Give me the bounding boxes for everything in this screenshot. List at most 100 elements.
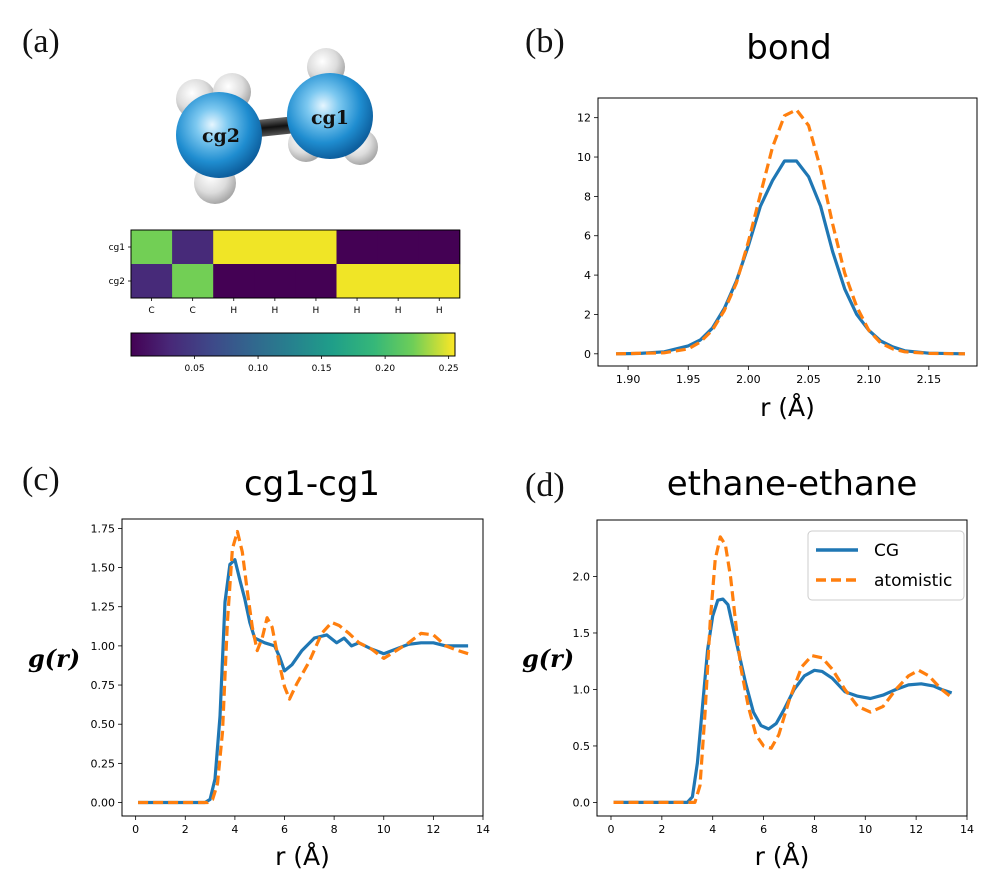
x-tick-label: 6 bbox=[760, 823, 767, 836]
x-axis-label: r (Å) bbox=[755, 842, 810, 871]
x-tick-label: 2.05 bbox=[796, 373, 821, 386]
heatmap-col-label: H bbox=[230, 306, 237, 316]
y-tick-label: 1.0 bbox=[573, 683, 591, 696]
y-tick-label: 10 bbox=[577, 151, 591, 164]
series-line-atomistic bbox=[613, 535, 953, 805]
y-tick-label: 1.5 bbox=[573, 627, 591, 640]
series-line-cg bbox=[613, 597, 953, 805]
y-tick-label: 6 bbox=[584, 230, 591, 243]
x-tick-label: 2 bbox=[182, 823, 189, 836]
x-axis-label: r (Å) bbox=[275, 842, 330, 871]
chart-cg1-cg1: cg1-cg1 r (Å) g(r) 0 2 4 6 8 10 12 14 0.00 0.25 0.50 0… bbox=[28, 464, 490, 871]
x-tick-label: 0 bbox=[132, 823, 139, 836]
x-tick-label: 12 bbox=[426, 823, 440, 836]
x-tick-label: 4 bbox=[231, 823, 238, 836]
x-axis-label: r (Å) bbox=[760, 393, 815, 422]
heatmap-col-label: H bbox=[436, 306, 443, 316]
x-tick-label: 10 bbox=[858, 823, 872, 836]
x-tick-label: 10 bbox=[377, 823, 391, 836]
y-tick-label: 0.50 bbox=[91, 718, 116, 731]
y-tick-label: 0.00 bbox=[91, 797, 116, 810]
chart-ethane-ethane: ethane-ethane r (Å) g(r) 0 2 4 6 8 10 12 14 0.0 0.5 1… bbox=[522, 464, 974, 871]
x-tick-label: 0 bbox=[607, 823, 614, 836]
series-line-cg bbox=[615, 159, 966, 356]
series-line-atomistic bbox=[615, 108, 966, 356]
heatmap-cell bbox=[377, 230, 420, 265]
heatmap-col-label: H bbox=[313, 306, 320, 316]
x-tick-label: 12 bbox=[909, 823, 923, 836]
y-tick-label: 2 bbox=[584, 308, 591, 321]
heatmap-col-label: C bbox=[190, 306, 196, 316]
y-tick-label: 1.50 bbox=[91, 562, 116, 575]
legend-label-cg: CG bbox=[874, 541, 899, 561]
heatmap-colorbar: 0.05 0.10 0.15 0.20 0.25 bbox=[130, 332, 459, 374]
x-tick-label: 8 bbox=[811, 823, 818, 836]
panel-label-a: (a) bbox=[22, 23, 60, 60]
y-tick-label: 1.75 bbox=[91, 522, 116, 535]
heatmap-row-label: cg2 bbox=[109, 277, 125, 287]
y-tick-label: 1.25 bbox=[91, 601, 116, 614]
y-axis-label: g(r) bbox=[28, 644, 80, 673]
heatmap-cell bbox=[131, 264, 173, 299]
y-tick-label: 0.25 bbox=[91, 757, 116, 770]
x-tick-label: 8 bbox=[331, 823, 338, 836]
x-tick-label: 1.95 bbox=[676, 373, 701, 386]
heatmap-col-label: C bbox=[148, 306, 154, 316]
series-line-atomistic bbox=[138, 529, 469, 805]
chart-bond: bond r (Å) 1.90 1.95 2.00 2.05 2.10 2.15 0 2 4 6 8 10… bbox=[577, 28, 978, 422]
colorbar-tick-label: 0.10 bbox=[248, 364, 268, 374]
heatmap-col-label: H bbox=[354, 306, 361, 316]
y-tick-label: 0 bbox=[584, 348, 591, 361]
colorbar-bar bbox=[130, 332, 456, 357]
heatmap-cell bbox=[254, 230, 296, 265]
panel-label-c: (c) bbox=[22, 461, 60, 498]
cg2-bead bbox=[176, 92, 262, 178]
heatmap-cell bbox=[172, 264, 214, 299]
colorbar-tick-label: 0.05 bbox=[185, 364, 205, 374]
colorbar-tick-label: 0.15 bbox=[312, 364, 332, 374]
plot-frame bbox=[597, 97, 978, 367]
panel-label-b: (b) bbox=[525, 23, 565, 60]
x-tick-label: 6 bbox=[281, 823, 288, 836]
heatmap-cell bbox=[336, 230, 378, 265]
heatmap-cell bbox=[295, 264, 337, 299]
heatmap-col-label: H bbox=[395, 306, 402, 316]
legend-label-atomistic: atomistic bbox=[874, 571, 952, 591]
cg1-bead bbox=[287, 73, 373, 159]
molecule-illustration: cg2 cg1 bbox=[176, 48, 378, 204]
heatmap-cell bbox=[254, 264, 296, 299]
heatmap-cell bbox=[213, 264, 255, 299]
y-tick-label: 0.75 bbox=[91, 679, 116, 692]
cg2-label: cg2 bbox=[202, 125, 240, 147]
heatmap-cell bbox=[213, 230, 255, 265]
y-tick-label: 12 bbox=[577, 112, 591, 125]
y-tick-label: 0.5 bbox=[573, 740, 591, 753]
heatmap-cell bbox=[418, 264, 461, 299]
heatmap-cell bbox=[377, 264, 420, 299]
colorbar-tick-label: 0.20 bbox=[375, 364, 395, 374]
y-tick-label: 8 bbox=[584, 190, 591, 203]
cg1-label: cg1 bbox=[311, 107, 349, 129]
plot-frame bbox=[596, 519, 968, 817]
x-tick-label: 2.10 bbox=[856, 373, 881, 386]
heatmap-cell bbox=[172, 230, 214, 265]
plot-frame bbox=[121, 518, 484, 817]
mapping-heatmap: cg1 cg2 C C H H H H H H bbox=[109, 229, 461, 316]
x-tick-label: 14 bbox=[476, 823, 490, 836]
chart-title: ethane-ethane bbox=[667, 464, 917, 504]
panel-label-d: (d) bbox=[525, 467, 565, 504]
colorbar-tick-label: 0.25 bbox=[439, 364, 459, 374]
x-tick-label: 4 bbox=[709, 823, 716, 836]
x-tick-label: 2.00 bbox=[736, 373, 761, 386]
x-tick-label: 1.90 bbox=[616, 373, 641, 386]
heatmap-cell bbox=[295, 230, 337, 265]
x-tick-label: 2 bbox=[658, 823, 665, 836]
y-tick-label: 4 bbox=[584, 269, 591, 282]
y-tick-label: 1.00 bbox=[91, 640, 116, 653]
heatmap-col-label: H bbox=[271, 306, 278, 316]
heatmap-frame bbox=[130, 229, 461, 299]
heatmap-row-label: cg1 bbox=[109, 243, 125, 253]
y-axis-label: g(r) bbox=[522, 644, 574, 673]
series-line-cg bbox=[138, 558, 469, 805]
